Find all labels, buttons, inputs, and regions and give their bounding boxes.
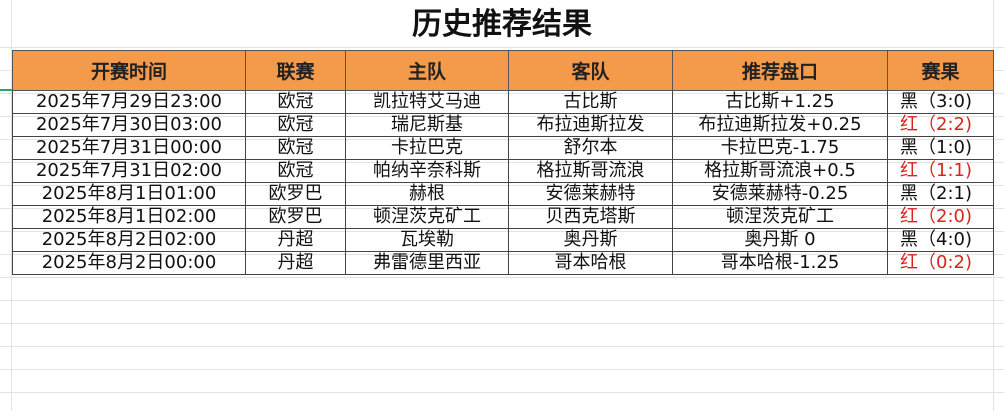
cell-result[interactable]: 黑（1:0) bbox=[887, 136, 994, 160]
table-row: 2025年8月1日02:00 欧罗巴 顿涅茨克矿工 贝西克塔斯 顿涅茨克矿工 红（2:0) bbox=[12, 205, 994, 229]
cell-time[interactable]: 2025年7月31日00:00 bbox=[12, 136, 246, 160]
cell-away[interactable]: 哥本哈根 bbox=[508, 251, 673, 275]
cell-result[interactable]: 黑（2:1) bbox=[887, 182, 994, 206]
cell-time[interactable]: 2025年8月2日02:00 bbox=[12, 228, 246, 252]
cell-pick[interactable]: 布拉迪斯拉发+0.25 bbox=[672, 113, 888, 137]
grid-line bbox=[11, 0, 12, 411]
cell-time[interactable]: 2025年8月1日01:00 bbox=[12, 182, 246, 206]
cell-league[interactable]: 欧冠 bbox=[245, 159, 346, 183]
page-title: 历史推荐结果 bbox=[412, 7, 592, 42]
grid-line bbox=[0, 369, 1004, 370]
table-row: 2025年8月2日02:00 丹超 瓦埃勒 奥丹斯 奥丹斯 0 黑（4:0) bbox=[12, 228, 994, 252]
cell-result[interactable]: 红（0:2) bbox=[887, 251, 994, 275]
cell-time[interactable]: 2025年8月1日02:00 bbox=[12, 205, 246, 229]
cell-home[interactable]: 卡拉巴克 bbox=[345, 136, 509, 160]
cell-pick[interactable]: 顿涅茨克矿工 bbox=[672, 205, 888, 229]
grid-line bbox=[0, 47, 1004, 48]
cell-league[interactable]: 欧罗巴 bbox=[245, 205, 346, 229]
cell-league[interactable]: 欧罗巴 bbox=[245, 182, 346, 206]
cell-away[interactable]: 奥丹斯 bbox=[508, 228, 673, 252]
cell-pick[interactable]: 安德莱赫特-0.25 bbox=[672, 182, 888, 206]
cell-result[interactable]: 红（2:2) bbox=[887, 113, 994, 137]
cell-time[interactable]: 2025年7月30日03:00 bbox=[12, 113, 246, 137]
cell-home[interactable]: 顿涅茨克矿工 bbox=[345, 205, 509, 229]
cell-league[interactable]: 欧冠 bbox=[245, 90, 346, 114]
cell-pick[interactable]: 古比斯+1.25 bbox=[672, 90, 888, 114]
grid-line bbox=[0, 323, 1004, 324]
cell-time[interactable]: 2025年7月31日02:00 bbox=[12, 159, 246, 183]
cell-league[interactable]: 欧冠 bbox=[245, 113, 346, 137]
grid-line bbox=[0, 392, 1004, 393]
cell-home[interactable]: 凯拉特艾马迪 bbox=[345, 90, 509, 114]
cell-home[interactable]: 帕纳辛奈科斯 bbox=[345, 159, 509, 183]
cell-away[interactable]: 舒尔本 bbox=[508, 136, 673, 160]
cell-pick[interactable]: 奥丹斯 0 bbox=[672, 228, 888, 252]
header-league[interactable]: 联赛 bbox=[245, 50, 346, 91]
table-row: 2025年7月29日23:00 欧冠 凯拉特艾马迪 古比斯 古比斯+1.25 黑（3:0) bbox=[12, 90, 994, 114]
cell-result[interactable]: 红（1:1) bbox=[887, 159, 994, 183]
header-home[interactable]: 主队 bbox=[345, 50, 509, 91]
cell-home[interactable]: 赫根 bbox=[345, 182, 509, 206]
cell-away[interactable]: 贝西克塔斯 bbox=[508, 205, 673, 229]
cell-result[interactable]: 黑（4:0) bbox=[887, 228, 994, 252]
cell-away[interactable]: 安德莱赫特 bbox=[508, 182, 673, 206]
cell-result[interactable]: 黑（3:0) bbox=[887, 90, 994, 114]
grid-line bbox=[0, 277, 1004, 278]
grid-line bbox=[0, 300, 1004, 301]
cell-pick[interactable]: 哥本哈根-1.25 bbox=[672, 251, 888, 275]
grid-line bbox=[993, 0, 994, 411]
cell-league[interactable]: 丹超 bbox=[245, 251, 346, 275]
cell-time[interactable]: 2025年7月29日23:00 bbox=[12, 90, 246, 114]
cell-pick[interactable]: 格拉斯哥流浪+0.5 bbox=[672, 159, 888, 183]
table-row: 2025年8月2日00:00 丹超 弗雷德里西亚 哥本哈根 哥本哈根-1.25 红（0:2… bbox=[12, 251, 994, 275]
results-table: 开赛时间 联赛 主队 客队 推荐盘口 赛果 2025年7月29日23:00 欧冠凯… bbox=[12, 50, 994, 275]
table-row: 2025年7月31日00:00 欧冠 卡拉巴克 舒尔本 卡拉巴克-1.75 黑（1:0) bbox=[12, 136, 994, 160]
header-time[interactable]: 开赛时间 bbox=[12, 50, 246, 91]
cell-away[interactable]: 布拉迪斯拉发 bbox=[508, 113, 673, 137]
cell-result[interactable]: 红（2:0) bbox=[887, 205, 994, 229]
grid-line bbox=[0, 346, 1004, 347]
table-row: 2025年7月31日02:00 欧冠 帕纳辛奈科斯 格拉斯哥流浪 格拉斯哥流浪+0.5 红… bbox=[12, 159, 994, 183]
header-result[interactable]: 赛果 bbox=[887, 50, 994, 91]
header-row: 开赛时间 联赛 主队 客队 推荐盘口 赛果 bbox=[12, 50, 994, 91]
table-row: 2025年8月1日01:00 欧罗巴 赫根 安德莱赫特 安德莱赫特-0.25 黑（2:1) bbox=[12, 182, 994, 206]
cell-home[interactable]: 瓦埃勒 bbox=[345, 228, 509, 252]
cell-away[interactable]: 格拉斯哥流浪 bbox=[508, 159, 673, 183]
selection-marker bbox=[0, 89, 12, 91]
cell-league[interactable]: 丹超 bbox=[245, 228, 346, 252]
cell-away[interactable]: 古比斯 bbox=[508, 90, 673, 114]
cell-pick[interactable]: 卡拉巴克-1.75 bbox=[672, 136, 888, 160]
header-pick[interactable]: 推荐盘口 bbox=[672, 50, 888, 91]
cell-home[interactable]: 弗雷德里西亚 bbox=[345, 251, 509, 275]
cell-time[interactable]: 2025年8月2日00:00 bbox=[12, 251, 246, 275]
table-row: 2025年7月30日03:00 欧冠 瑞尼斯基 布拉迪斯拉发 布拉迪斯拉发+0.25 红（… bbox=[12, 113, 994, 137]
cell-home[interactable]: 瑞尼斯基 bbox=[345, 113, 509, 137]
header-away[interactable]: 客队 bbox=[508, 50, 673, 91]
cell-league[interactable]: 欧冠 bbox=[245, 136, 346, 160]
